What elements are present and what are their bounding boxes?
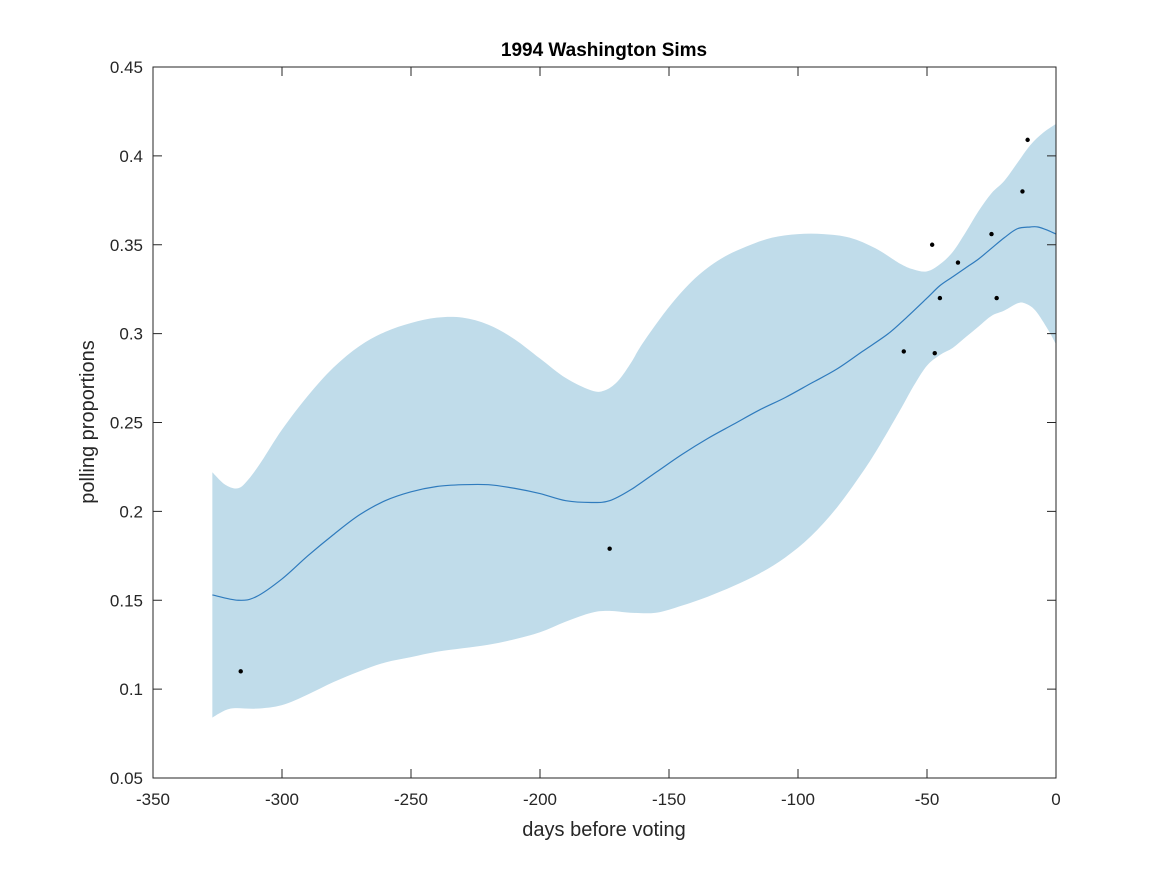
y-tick-label: 0.2: [119, 502, 143, 521]
axis-ticks: [152, 66, 1057, 779]
data-points: [238, 137, 1030, 674]
data-point: [989, 231, 994, 237]
x-tick-label: -250: [394, 790, 428, 809]
data-point: [932, 350, 937, 356]
x-tick-label: -50: [915, 790, 940, 809]
x-axis-label: days before voting: [522, 819, 685, 841]
mean-line: [212, 226, 1057, 601]
y-tick-label: 0.05: [110, 769, 143, 788]
x-tick-label: -200: [523, 790, 557, 809]
data-point: [994, 295, 999, 301]
data-point: [937, 295, 943, 301]
plot-area: [212, 123, 1057, 718]
x-tick-label: -100: [781, 790, 815, 809]
x-tick-label: 0: [1051, 790, 1060, 809]
data-point: [238, 669, 243, 674]
data-point: [929, 242, 935, 247]
y-tick-label: 0.35: [110, 236, 143, 255]
chart-title: 1994 Washington Sims: [501, 40, 707, 61]
data-point: [1025, 137, 1030, 143]
x-tick-label: -350: [136, 790, 170, 809]
y-tick-label: 0.15: [110, 591, 143, 610]
data-point: [607, 546, 612, 551]
confidence-band: [212, 123, 1057, 718]
x-tick-label: -150: [652, 790, 686, 809]
x-tick-label: -300: [265, 790, 299, 809]
data-point: [901, 349, 906, 354]
x-tick-labels: -350 -300 -250 -200 -150 -100 -50 0: [136, 790, 1061, 809]
y-tick-labels: 0.05 0.1 0.15 0.2 0.25 0.3 0.35 0.4 0.45: [110, 58, 143, 788]
y-tick-label: 0.25: [110, 414, 143, 433]
y-axis-label: polling proportions: [77, 340, 99, 503]
y-tick-label: 0.3: [119, 325, 143, 344]
y-tick-label: 0.1: [119, 680, 143, 699]
data-point: [1020, 189, 1025, 194]
data-point: [955, 260, 961, 265]
y-tick-label: 0.45: [110, 58, 143, 77]
y-tick-label: 0.4: [119, 147, 143, 166]
